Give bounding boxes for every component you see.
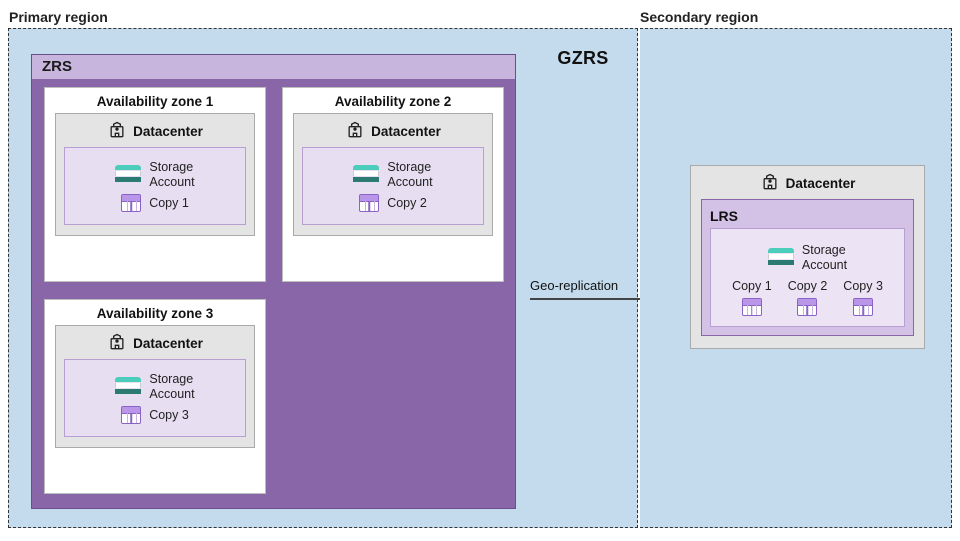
az1-datacenter-label: Datacenter xyxy=(133,124,203,139)
az1-storage-label: Storage Account xyxy=(149,160,194,190)
availability-zone-1: Availability zone 1 Datacenter Storage A… xyxy=(44,87,266,282)
primary-region-label: Primary region xyxy=(9,9,108,25)
secondary-copy-1-label: Copy 1 xyxy=(732,279,772,294)
datacenter-icon xyxy=(760,172,780,195)
secondary-copies: Copy 1 Copy 2 Copy 3 xyxy=(721,279,894,316)
datacenter-icon xyxy=(345,120,365,143)
copy-icon xyxy=(853,298,873,316)
az1-title: Availability zone 1 xyxy=(45,88,265,113)
secondary-datacenter-label: Datacenter xyxy=(786,176,856,191)
az2-title: Availability zone 2 xyxy=(283,88,503,113)
zrs-label: ZRS xyxy=(32,55,515,79)
secondary-copy-1: Copy 1 xyxy=(732,279,772,316)
secondary-storage-row: Storage Account xyxy=(721,243,894,273)
az3-datacenter: Datacenter Storage Account Copy 3 xyxy=(55,325,255,448)
az3-datacenter-label: Datacenter xyxy=(133,336,203,351)
storage-account-icon xyxy=(115,165,141,185)
az2-storage-label: Storage Account xyxy=(387,160,432,190)
az1-storage-inner: Storage Account Copy 1 xyxy=(64,147,246,225)
az1-copy-label: Copy 1 xyxy=(149,196,189,211)
copy-icon xyxy=(359,194,379,212)
secondary-copy-2: Copy 2 xyxy=(788,279,828,316)
datacenter-icon xyxy=(107,120,127,143)
secondary-storage-label: Storage Account xyxy=(802,243,847,273)
datacenter-icon xyxy=(107,332,127,355)
az3-storage-inner: Storage Account Copy 3 xyxy=(64,359,246,437)
az2-copy-row: Copy 2 xyxy=(311,194,475,212)
secondary-region: Secondary region Datacenter LRS Storage … xyxy=(640,28,952,528)
az3-datacenter-header: Datacenter xyxy=(64,330,246,359)
az2-datacenter: Datacenter Storage Account Copy 2 xyxy=(293,113,493,236)
az2-storage-row: Storage Account xyxy=(311,160,475,190)
zrs-container: ZRS Availability zone 1 Datacenter xyxy=(31,54,516,509)
secondary-datacenter: Datacenter LRS Storage Account Copy 1 Co… xyxy=(690,165,925,349)
gzrs-title: GZRS xyxy=(557,48,608,69)
az1-storage-row: Storage Account xyxy=(73,160,237,190)
secondary-copy-3-label: Copy 3 xyxy=(843,279,883,294)
az3-storage-row: Storage Account xyxy=(73,372,237,402)
az3-storage-label: Storage Account xyxy=(149,372,194,402)
az3-copy-label: Copy 3 xyxy=(149,408,189,423)
copy-icon xyxy=(797,298,817,316)
az2-datacenter-header: Datacenter xyxy=(302,118,484,147)
geo-replication-label: Geo-replication xyxy=(530,278,618,293)
copy-icon xyxy=(742,298,762,316)
secondary-copy-3: Copy 3 xyxy=(843,279,883,316)
lrs-content: Storage Account Copy 1 Copy 2 Copy 3 xyxy=(710,228,905,327)
az1-copy-row: Copy 1 xyxy=(73,194,237,212)
copy-icon xyxy=(121,194,141,212)
availability-zone-3: Availability zone 3 Datacenter Storage A… xyxy=(44,299,266,494)
az3-title: Availability zone 3 xyxy=(45,300,265,325)
az3-copy-row: Copy 3 xyxy=(73,406,237,424)
secondary-copy-2-label: Copy 2 xyxy=(788,279,828,294)
availability-zones-wrap: Availability zone 1 Datacenter Storage A… xyxy=(44,87,503,496)
az2-datacenter-label: Datacenter xyxy=(371,124,441,139)
az2-storage-inner: Storage Account Copy 2 xyxy=(302,147,484,225)
lrs-label: LRS xyxy=(710,208,905,224)
az1-datacenter-header: Datacenter xyxy=(64,118,246,147)
secondary-region-label: Secondary region xyxy=(640,9,758,25)
az1-datacenter: Datacenter Storage Account Copy 1 xyxy=(55,113,255,236)
az2-copy-label: Copy 2 xyxy=(387,196,427,211)
copy-icon xyxy=(121,406,141,424)
availability-zone-2: Availability zone 2 Datacenter Storage A… xyxy=(282,87,504,282)
storage-account-icon xyxy=(768,248,794,268)
storage-account-icon xyxy=(115,377,141,397)
lrs-container: LRS Storage Account Copy 1 Copy 2 xyxy=(701,199,914,336)
storage-account-icon xyxy=(353,165,379,185)
gzrs-title-wrap: GZRS xyxy=(528,28,638,88)
secondary-datacenter-header: Datacenter xyxy=(701,170,914,199)
